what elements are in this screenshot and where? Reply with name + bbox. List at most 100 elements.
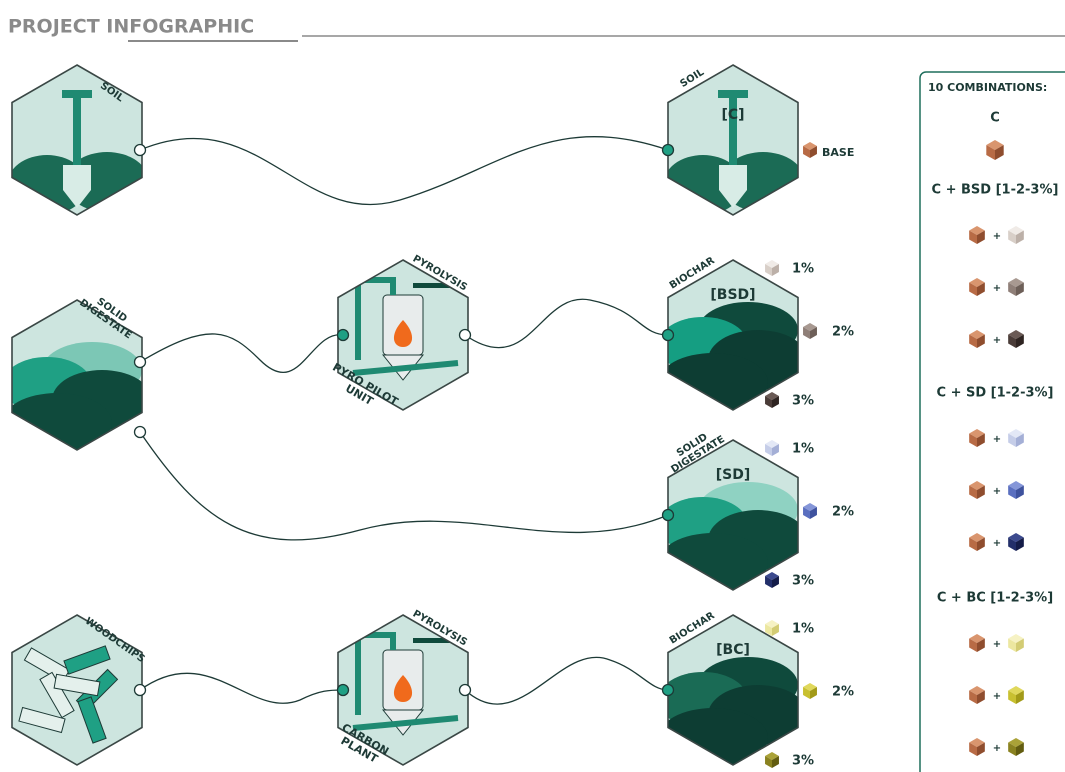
hex (337, 614, 469, 766)
cube-right (977, 230, 985, 244)
dose-label: 2% (832, 505, 854, 520)
hex (667, 64, 799, 216)
dose-cube (765, 752, 779, 768)
connector-dot (458, 683, 472, 697)
combo-cube (969, 226, 985, 244)
hex-outline (667, 614, 799, 766)
cube-left (765, 756, 772, 768)
dose-label: 3% (792, 574, 814, 589)
link (139, 672, 344, 704)
cube-right (772, 444, 779, 456)
dose-cube (765, 392, 779, 408)
connector-dot (661, 143, 675, 157)
bar (413, 638, 458, 643)
cube-right (1016, 638, 1024, 652)
combo-cube (1008, 481, 1024, 499)
cube-top (1008, 226, 1024, 235)
connector-dot (133, 143, 147, 157)
cube-right (995, 145, 1004, 160)
hex (667, 259, 799, 411)
hex-outline (11, 64, 143, 216)
handle (62, 90, 92, 112)
cube-left (803, 327, 810, 339)
flame (393, 320, 413, 347)
output-code: [C] (721, 107, 744, 123)
cube-left (1008, 433, 1016, 447)
plus-sign: + (993, 335, 1001, 346)
cube-left (1008, 485, 1016, 499)
cube-top (803, 683, 817, 691)
cube-right (1016, 334, 1024, 348)
cube-left (969, 230, 977, 244)
combinations-panel (919, 71, 1065, 772)
plus-sign: + (993, 639, 1001, 650)
cube-left (1008, 537, 1016, 551)
cube-right (977, 433, 985, 447)
combo-cube (1008, 686, 1024, 704)
hex-outline (337, 259, 469, 411)
combo-cube (969, 481, 985, 499)
dose-cube (765, 620, 779, 636)
cube-top (986, 140, 1004, 150)
cube-right (810, 507, 817, 519)
dose-cube (803, 683, 817, 699)
combo-cube (969, 278, 985, 296)
link (139, 136, 669, 206)
dose-cube (765, 572, 779, 588)
cube-right (977, 638, 985, 652)
cube-top (1008, 738, 1024, 747)
shaft (73, 110, 81, 170)
cube-left (803, 687, 810, 699)
cube-right (810, 687, 817, 699)
cube-left (986, 145, 995, 160)
cube-right (772, 396, 779, 408)
combo-cube (1008, 278, 1024, 296)
cube-left (765, 396, 772, 408)
flame (393, 675, 413, 702)
cube-right (772, 756, 779, 768)
base-cube (803, 142, 817, 158)
cube-left (969, 742, 977, 756)
mound (668, 533, 768, 590)
hex-outline (11, 299, 143, 451)
conveyor (352, 360, 459, 376)
panel-title: 10 COMBINATIONS: (928, 81, 1047, 94)
cube-left (803, 507, 810, 519)
cube-top (765, 752, 779, 760)
cube-left (1008, 742, 1016, 756)
cube-top (969, 226, 985, 235)
dose-cube (765, 440, 779, 456)
connector-dot (133, 355, 147, 369)
combo-cube (1008, 533, 1024, 551)
mound (668, 708, 768, 765)
cube-right (977, 334, 985, 348)
cube-top (803, 323, 817, 331)
connector-dot (133, 425, 147, 439)
hex-art (352, 632, 459, 736)
group-label: C + BSD [1-2-3%] (932, 183, 1059, 198)
hex-art (668, 302, 798, 410)
output-code: [SD] (716, 467, 751, 483)
connector-dot (133, 683, 147, 697)
dose-label: 2% (832, 685, 854, 700)
hex-outline (667, 439, 799, 591)
chip (53, 673, 101, 697)
cube-right (977, 742, 985, 756)
cube-top (1008, 429, 1024, 438)
hex-outline (337, 614, 469, 766)
spade (63, 165, 91, 208)
cube-top (765, 620, 779, 628)
dose-label: 1% (792, 622, 814, 637)
cube-top (969, 278, 985, 287)
combo-cube (969, 330, 985, 348)
dose-cube (803, 323, 817, 339)
combo-cube (969, 738, 985, 756)
hex (11, 299, 143, 451)
dose-label: 1% (792, 262, 814, 277)
cube-right (772, 576, 779, 588)
connector-dot (458, 328, 472, 342)
cube-top (765, 440, 779, 448)
combo-cube (969, 533, 985, 551)
hex (11, 64, 143, 216)
mound (668, 353, 768, 410)
